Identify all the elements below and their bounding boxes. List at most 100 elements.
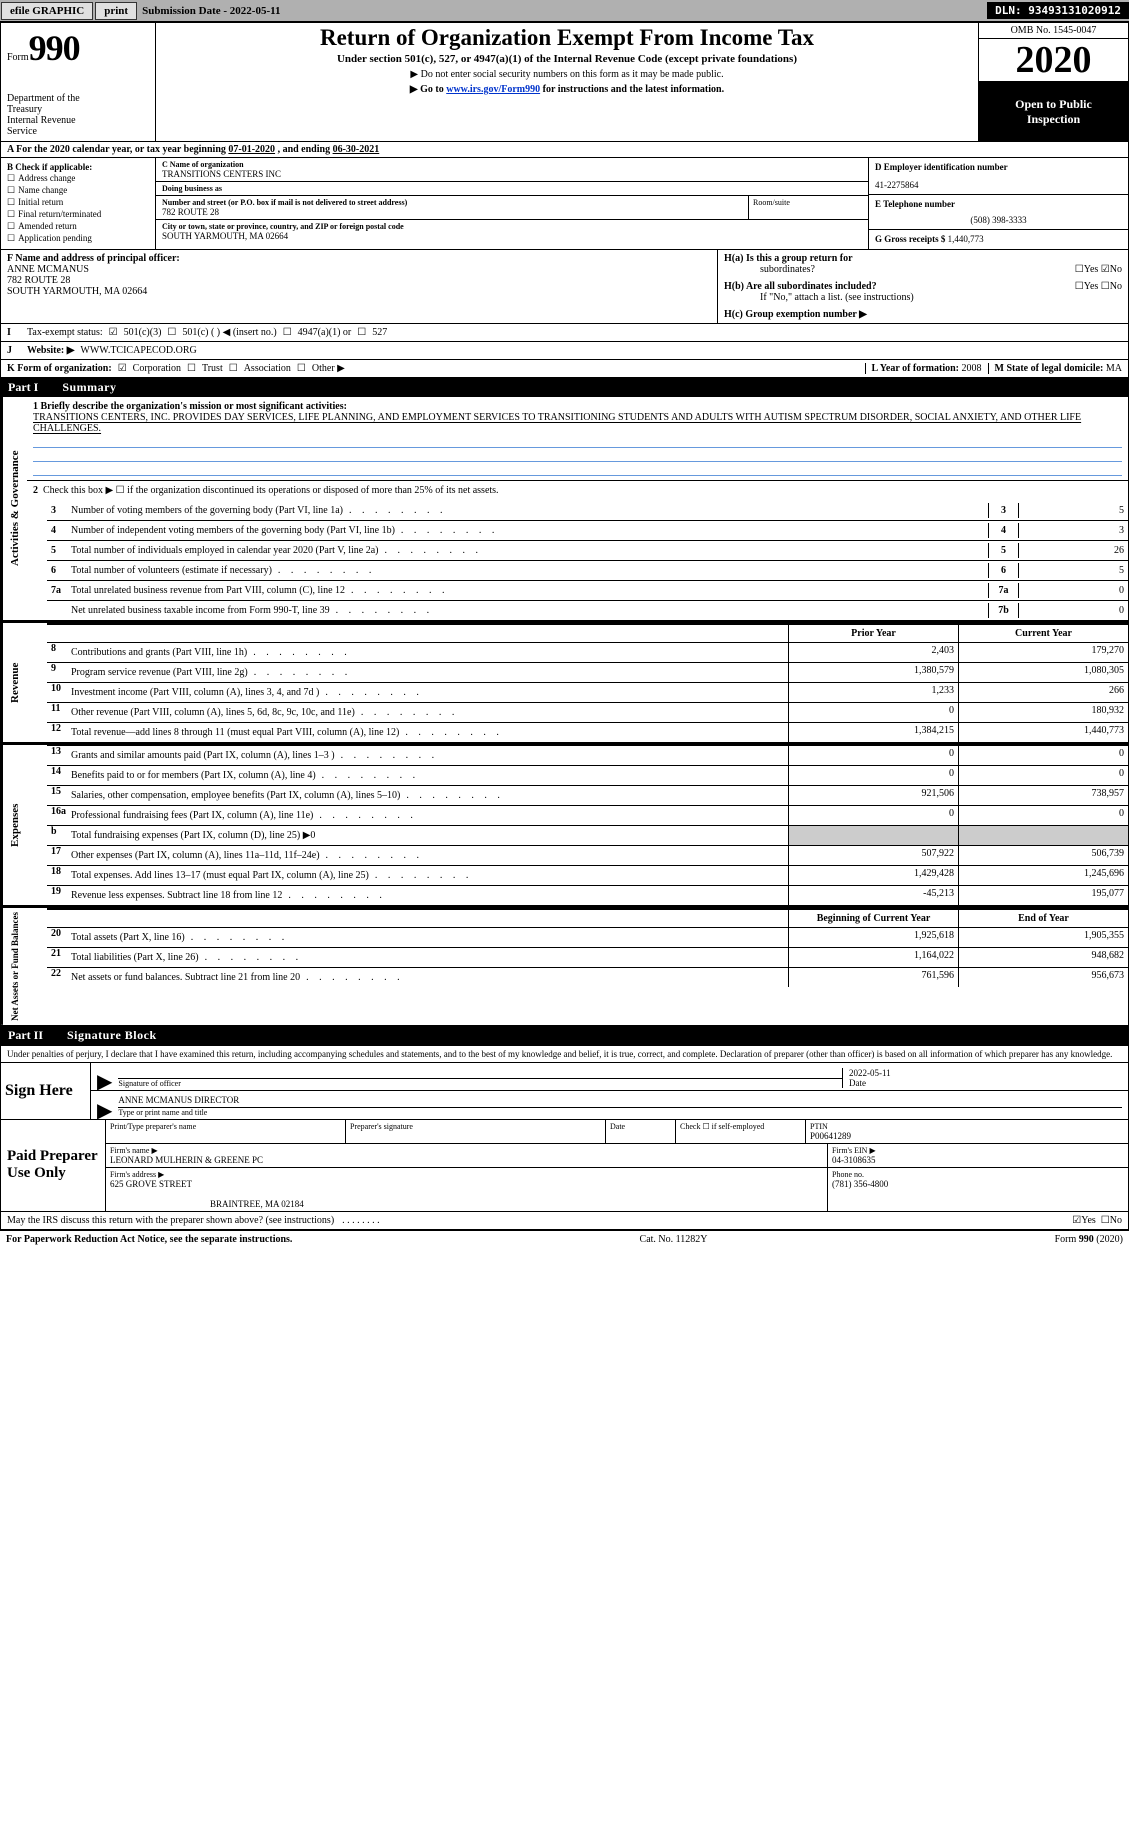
hb-label: H(b) Are all subordinates included?: [724, 281, 877, 292]
financial-row: 9Program service revenue (Part VIII, lin…: [47, 662, 1128, 682]
period-end: 06-30-2021: [333, 144, 380, 155]
line-number: 11: [47, 703, 71, 722]
current-value: 179,270: [958, 643, 1128, 662]
website-row: J Website: ▶ WWW.TCICAPECOD.ORG: [0, 342, 1129, 360]
boxed-rows-container: 3Number of voting members of the governi…: [27, 500, 1128, 620]
firm-address-cell: Firm's address ▶ 625 GROVE STREET BRAINT…: [106, 1168, 828, 1211]
part-title: Signature Block: [67, 1028, 157, 1043]
line-boxno: 7b: [988, 603, 1018, 618]
current-value: 1,080,305: [958, 663, 1128, 682]
corporation-label: Corporation: [133, 363, 181, 374]
financial-row: 21Total liabilities (Part X, line 26). .…: [47, 947, 1128, 967]
line-desc: Total number of individuals employed in …: [71, 545, 988, 556]
ein-value: 41-2275864: [875, 180, 1122, 190]
trust-checkbox[interactable]: ☐: [187, 363, 196, 374]
open-line: Open to Public: [979, 97, 1128, 112]
prior-value: 0: [788, 746, 958, 765]
prior-value: 0: [788, 703, 958, 722]
header-left: Form990 Department of the Treasury Inter…: [1, 23, 156, 141]
no-label: No: [1110, 1215, 1122, 1226]
line-desc: Number of voting members of the governin…: [71, 505, 988, 516]
revenue-header: Prior Year Current Year: [47, 623, 1128, 642]
current-value: 948,682: [958, 948, 1128, 967]
checkbox-amended-return[interactable]: ☐Amended return: [7, 221, 149, 232]
may-yes-checkbox[interactable]: ☑: [1072, 1215, 1081, 1226]
line-boxno: 3: [988, 503, 1018, 518]
blank-mission-lines: [33, 434, 1122, 476]
line-value: 26: [1018, 543, 1128, 558]
expenses-rows-container: 13Grants and similar amounts paid (Part …: [27, 745, 1128, 905]
527-label: 527: [372, 327, 387, 338]
hb-yes-checkbox[interactable]: ☐: [1075, 281, 1084, 292]
goto-suffix: for instructions and the latest informat…: [540, 84, 724, 95]
dba-label: Doing business as: [162, 184, 862, 193]
section-deg: D Employer identification number 41-2275…: [868, 158, 1128, 249]
officer-street: 782 ROUTE 28: [7, 275, 711, 286]
fh-block: F Name and address of principal officer:…: [0, 250, 1129, 324]
efile-graphic-button[interactable]: efile GRAPHIC: [1, 2, 93, 20]
line-desc: Investment income (Part VIII, column (A)…: [71, 683, 788, 702]
goto-link[interactable]: www.irs.gov/Form990: [446, 84, 540, 95]
current-value: 956,673: [958, 968, 1128, 987]
officer-signature-field[interactable]: Signature of officer: [118, 1066, 842, 1088]
form-number-value: 990: [29, 28, 80, 68]
ha-yes-checkbox[interactable]: ☐: [1075, 264, 1084, 275]
prior-value: 1,233: [788, 683, 958, 702]
phone-label: E Telephone number: [875, 199, 1122, 209]
preparer-date: Date: [606, 1120, 676, 1143]
4947-checkbox[interactable]: ☐: [283, 327, 292, 338]
self-employed-check[interactable]: Check ☐ if self-employed: [676, 1120, 806, 1143]
footer-form: Form 990 (2020): [1055, 1234, 1123, 1245]
hb-no-checkbox[interactable]: ☐: [1101, 281, 1110, 292]
501c3-checkbox[interactable]: ☑: [109, 327, 118, 338]
association-checkbox[interactable]: ☐: [229, 363, 238, 374]
ein-cell: D Employer identification number 41-2275…: [869, 158, 1128, 195]
501c-label: 501(c) ( ) ◀ (insert no.): [182, 327, 276, 338]
checkbox-initial-return[interactable]: ☐Initial return: [7, 197, 149, 208]
firm-name-label: Firm's name ▶: [110, 1146, 823, 1155]
527-checkbox[interactable]: ☐: [357, 327, 366, 338]
current-value: 0: [958, 746, 1128, 765]
501c-checkbox[interactable]: ☐: [167, 327, 176, 338]
preparer-row-2: Firm's name ▶ LEONARD MULHERIN & GREENE …: [106, 1144, 1128, 1168]
current-year-col: Current Year: [958, 625, 1128, 642]
street-value: 782 ROUTE 28: [162, 207, 742, 217]
checkbox-app-pending[interactable]: ☐Application pending: [7, 233, 149, 244]
checkbox-final-return[interactable]: ☐Final return/terminated: [7, 209, 149, 220]
m-value: MA: [1106, 363, 1122, 374]
corporation-checkbox[interactable]: ☑: [118, 363, 127, 374]
ha-no-checkbox[interactable]: ☑: [1101, 264, 1110, 275]
checkbox-label: Name change: [18, 185, 67, 195]
checkbox-label: Final return/terminated: [18, 209, 101, 219]
website-url: WWW.TCICAPECOD.ORG: [80, 345, 196, 356]
signature-date: 2022-05-11: [849, 1068, 1122, 1078]
line-number: 10: [47, 683, 71, 702]
financial-row: 13Grants and similar amounts paid (Part …: [47, 745, 1128, 765]
expenses-body: 13Grants and similar amounts paid (Part …: [27, 745, 1128, 905]
preparer-signature[interactable]: Preparer's signature: [346, 1120, 606, 1143]
may-discuss-text: May the IRS discuss this return with the…: [7, 1215, 334, 1226]
other-checkbox[interactable]: ☐: [297, 363, 306, 374]
line-value: 0: [1018, 603, 1128, 618]
checkbox-address-change[interactable]: ☐Address change: [7, 173, 149, 184]
print-button[interactable]: print: [95, 2, 137, 20]
officer-name-value: ANNE MCMANUS DIRECTOR: [118, 1095, 1122, 1105]
street-cell: Number and street (or P.O. box if mail i…: [156, 196, 748, 219]
prior-value: 507,922: [788, 846, 958, 865]
phone-value: (781) 356-4800: [832, 1179, 1124, 1189]
4947-label: 4947(a)(1) or: [298, 327, 352, 338]
preparer-row-1: Print/Type preparer's name Preparer's si…: [106, 1120, 1128, 1144]
line-desc: Total expenses. Add lines 13–17 (must eq…: [71, 866, 788, 885]
l-value: 2008: [962, 363, 982, 374]
checkbox-label: Application pending: [18, 233, 92, 243]
line-number: 12: [47, 723, 71, 742]
line-number: 8: [47, 643, 71, 662]
line-desc: Total revenue—add lines 8 through 11 (mu…: [71, 723, 788, 742]
paid-preparer-block: Paid Preparer Use Only Print/Type prepar…: [0, 1120, 1129, 1212]
revenue-rows-container: 8Contributions and grants (Part VIII, li…: [27, 642, 1128, 742]
ha-label: H(a) Is this a group return for: [724, 253, 853, 264]
checkbox-name-change[interactable]: ☐Name change: [7, 185, 149, 196]
may-no-checkbox[interactable]: ☐: [1101, 1215, 1110, 1226]
netassets-label: Net Assets or Fund Balances: [1, 908, 27, 1025]
prior-value: 0: [788, 806, 958, 825]
